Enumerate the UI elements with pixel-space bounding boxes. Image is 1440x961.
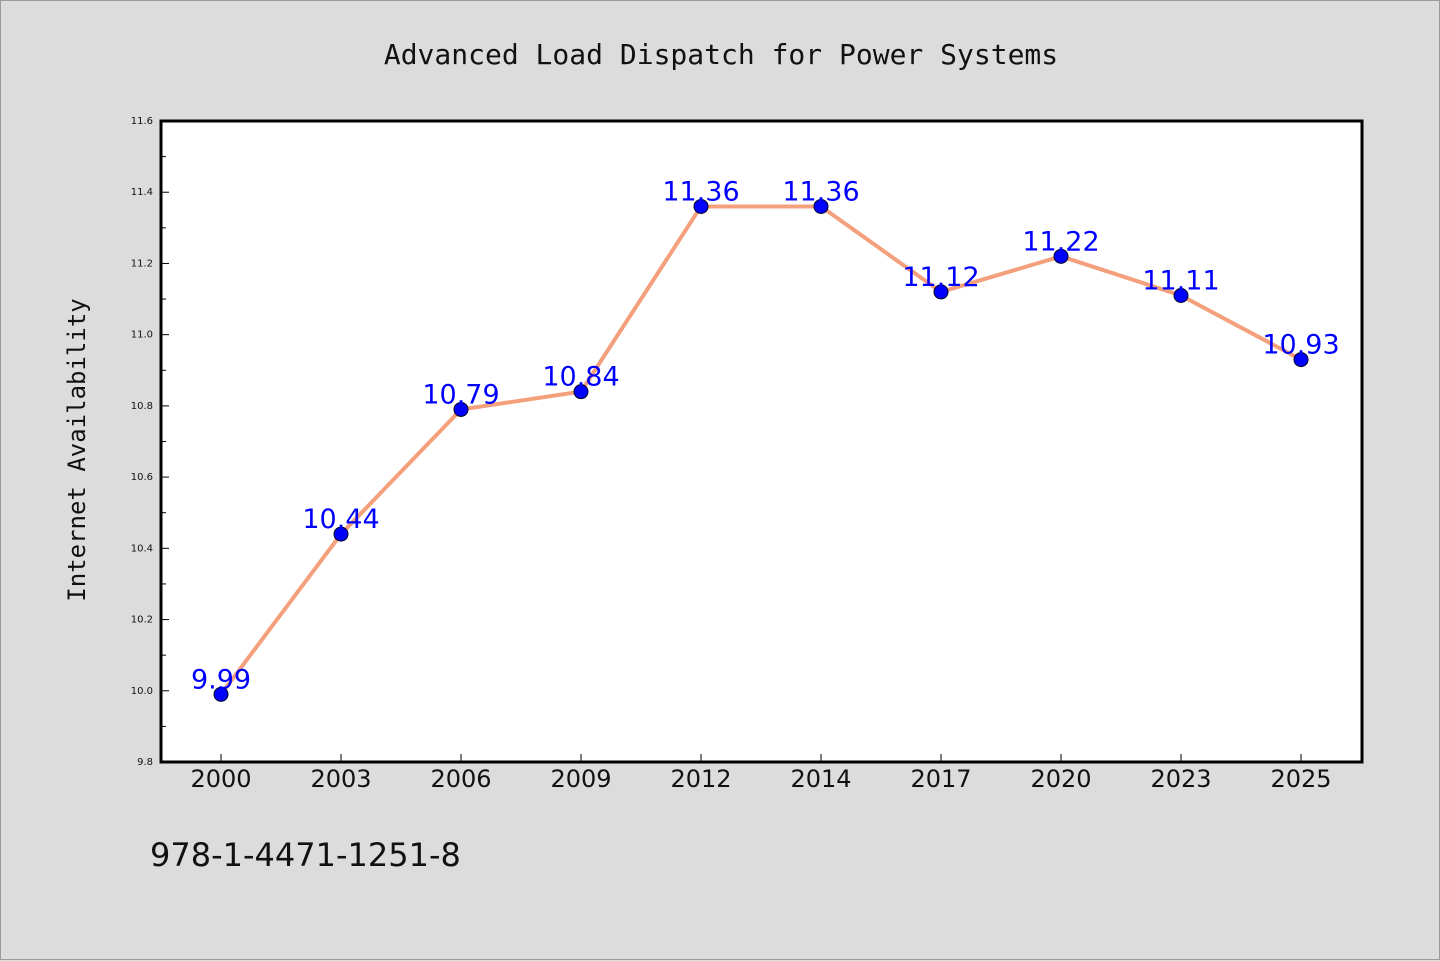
x-tick-label: 2025 — [1270, 765, 1331, 793]
data-point — [333, 526, 349, 542]
data-point — [1293, 352, 1309, 368]
y-tick-label: 11.6 — [131, 116, 153, 127]
y-tick-label: 10.4 — [131, 543, 153, 554]
data-point — [453, 401, 469, 417]
data-label: 10.79 — [422, 379, 499, 410]
data-label: 10.84 — [542, 362, 619, 393]
y-tick-label: 10.0 — [131, 686, 153, 697]
x-tick-label: 2014 — [790, 765, 851, 793]
chart-title: Advanced Load Dispatch for Power Systems — [384, 38, 1058, 71]
data-label: 11.36 — [662, 176, 739, 207]
x-tick-label: 2000 — [190, 765, 251, 793]
y-axis-ticks: 9.8 10.0 10.2 10.4 10.6 10.8 11.0 11.2 11.4 11.6 — [131, 116, 169, 768]
y-tick-label: 11.0 — [131, 330, 153, 341]
data-points — [213, 198, 1309, 702]
data-label: 11.36 — [782, 176, 859, 207]
x-tick-label: 2023 — [1150, 765, 1211, 793]
y-tick-label: 11.4 — [131, 187, 153, 198]
y-tick-label: 10.6 — [131, 472, 153, 483]
isbn-text: 978-1-4471-1251-8 — [150, 836, 461, 874]
data-point — [813, 198, 829, 214]
data-label: 9.99 — [191, 664, 251, 695]
series-line-group — [219, 204, 1302, 696]
y-tick-label: 10.2 — [131, 615, 153, 626]
x-tick-label: 2006 — [430, 765, 491, 793]
x-axis-ticks: 2000 2003 2006 2009 2012 2014 2017 2020 2023 2025 — [190, 754, 1332, 793]
data-label: 11.22 — [1022, 226, 1099, 257]
data-point — [213, 686, 229, 702]
x-tick-label: 2009 — [550, 765, 611, 793]
x-tick-label: 2017 — [910, 765, 971, 793]
data-label: 10.93 — [1262, 330, 1339, 361]
data-point — [933, 284, 949, 300]
data-label: 11.11 — [1142, 265, 1219, 296]
data-label: 11.12 — [902, 262, 979, 293]
data-point — [573, 384, 589, 400]
y-tick-label: 10.8 — [131, 401, 153, 412]
data-point — [1173, 287, 1189, 303]
y-axis-label: Internet Availability — [63, 298, 91, 601]
data-point — [693, 198, 709, 214]
x-tick-label: 2012 — [670, 765, 731, 793]
x-tick-label: 2003 — [310, 765, 371, 793]
plot-area — [159, 119, 1364, 764]
x-tick-label: 2020 — [1030, 765, 1091, 793]
data-point — [1053, 248, 1069, 264]
y-tick-label: 11.2 — [131, 258, 153, 269]
data-label: 10.44 — [302, 504, 379, 535]
data-labels: 9.99 10.44 10.79 10.84 11.36 11.36 11.12 11.22 1… — [191, 176, 1340, 695]
y-tick-label: 9.8 — [137, 757, 153, 768]
series-line — [219, 204, 1302, 696]
